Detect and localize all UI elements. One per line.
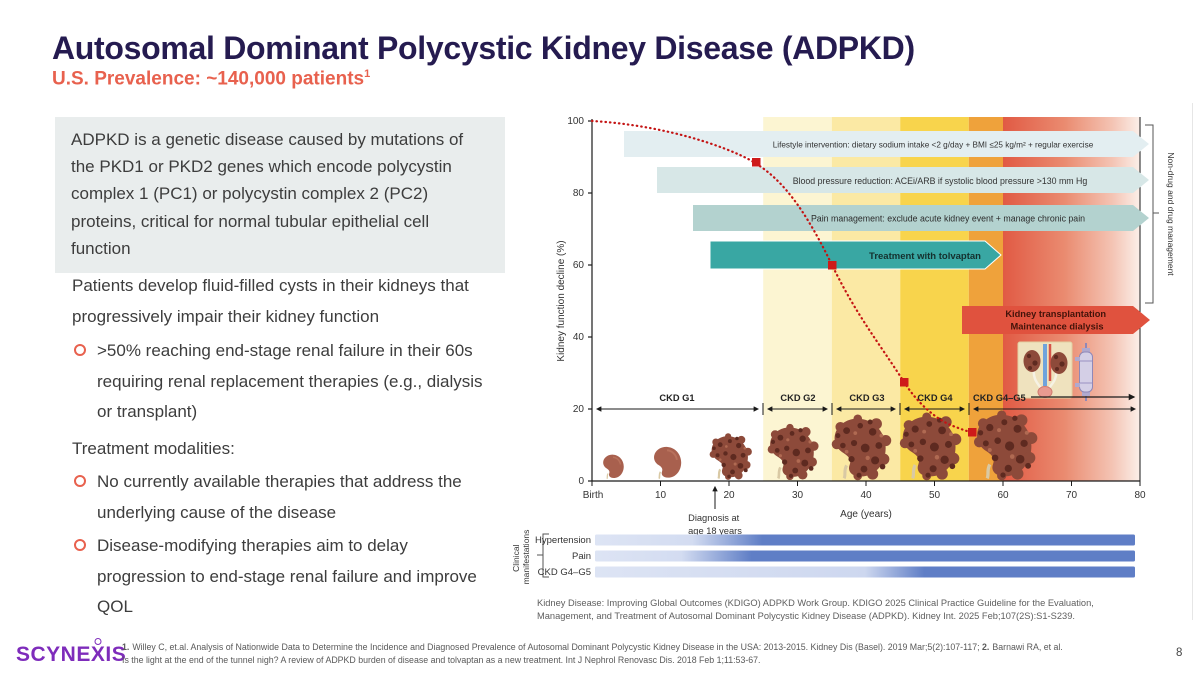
logo-ring-icon	[94, 638, 102, 645]
subtitle-text: U.S. Prevalence: ~140,000 patients	[52, 68, 365, 90]
arrow-lifestyle: Lifestyle intervention: dietary sodium i…	[624, 131, 1149, 157]
arrow-pain-management: Pain management: exclude acute kidney ev…	[693, 205, 1149, 231]
x-tick-50: 50	[929, 490, 941, 501]
svg-text:Kidney transplantation: Kidney transplantation Maintenance dialy…	[1005, 309, 1108, 332]
x-axis-label: Age (years)	[840, 509, 892, 520]
svg-text:Clinical manifestation: Clinical manifestations	[511, 530, 531, 585]
highlight-box: ADPKD is a genetic disease caused by mut…	[55, 117, 505, 273]
arrow-transplant-line2: Maintenance dialysis	[1010, 322, 1103, 332]
diagnosis-annotation: Diagnosis at age 18 years	[688, 485, 742, 536]
ckd-g4-g5-label: CKD G4–G5	[973, 393, 1026, 403]
reference-2-text: Barnawi RA, et al. Is the light at the e…	[122, 642, 1063, 665]
arrow-lifestyle-label: Lifestyle intervention: dietary sodium i…	[773, 141, 1094, 150]
x-tick-60: 60	[997, 490, 1009, 501]
logo-x-letter: X	[90, 643, 106, 666]
ckd-g2-label: CKD G2	[780, 393, 815, 403]
x-tick-10: 10	[655, 490, 667, 501]
arrow-transplant-line1: Kidney transplantation	[1005, 309, 1106, 319]
x-tick-70: 70	[1066, 490, 1078, 501]
y-tick-100: 100	[567, 116, 584, 127]
bullet-no-therapies-text: No currently available therapies that ad…	[97, 472, 462, 522]
logo-text-1: SCYNE	[16, 643, 91, 666]
kidney-decline-chart: 0 20 40 60 80 100 Kidney function declin…	[505, 105, 1177, 605]
anatomy-illustration	[1017, 341, 1073, 399]
ckd-stage-labels: CKD G1 CKD G2 CKD G3 CKD G4 CKD G4–G5	[659, 393, 1025, 403]
y-tick-80: 80	[573, 188, 585, 199]
subtitle-superscript: 1	[364, 68, 371, 80]
arrow-tolvaptan-label: Treatment with tolvaptan	[869, 251, 981, 262]
paragraph-treatment-modalities: Treatment modalities:	[72, 439, 235, 458]
decline-curve-markers	[752, 158, 977, 437]
clinical-manifestations: Clinical manifestations Hypertension Pai…	[511, 530, 1135, 585]
chart-citation: Kidney Disease: Improving Global Outcome…	[537, 598, 1094, 622]
chart-svg: 0 20 40 60 80 100 Kidney function declin…	[511, 116, 1176, 585]
ckd-g3-label: CKD G3	[849, 393, 884, 403]
reference-2-number: 2.	[982, 642, 990, 652]
x-tick-30: 30	[792, 490, 804, 501]
diagnosis-line1: Diagnosis at	[688, 513, 740, 523]
y-tick-labels: 0 20 40 60 80 100	[567, 116, 584, 487]
x-tick-40: 40	[860, 490, 872, 501]
manifestations-side-label-1: Clinical	[511, 544, 521, 572]
reference-1-text: Willey C, et.al. Analysis of Nationwide …	[132, 642, 980, 652]
logo-x-glyph: X	[90, 638, 106, 667]
svg-text:Diagnosis at age 18 ye: Diagnosis at age 18 years	[688, 513, 742, 536]
y-tick-60: 60	[573, 260, 585, 271]
y-axis	[588, 119, 593, 482]
footer-references: 1. Willey C, et.al. Analysis of Nationwid…	[122, 641, 1067, 667]
y-axis-label: Kidney function decline (%)	[556, 240, 567, 361]
arrow-blood-pressure: Blood pressure reduction: ACEi/ARB if sy…	[657, 167, 1149, 193]
kidney-decline-curve	[590, 119, 974, 434]
kidney-illustration-age3	[602, 453, 625, 480]
diagnosis-line2: age 18 years	[688, 526, 742, 536]
management-bracket	[1145, 124, 1159, 304]
scynexis-logo: SCYNEX IS	[16, 638, 127, 667]
manifestations-bracket	[537, 533, 549, 578]
reference-1-number: 1.	[122, 642, 130, 652]
arrow-tolvaptan: Treatment with tolvaptan	[709, 240, 1002, 270]
x-tick-birth: Birth	[583, 490, 604, 501]
bullet-circle-icon	[74, 475, 86, 487]
y-tick-0: 0	[578, 476, 584, 487]
arrow-transplant-dialysis: Kidney transplantation Maintenance dialy…	[962, 306, 1150, 334]
bullet-esrf-text: >50% reaching end-stage renal failure in…	[97, 341, 483, 422]
bar-pain	[595, 550, 1135, 562]
y-tick-20: 20	[573, 404, 585, 415]
bullet-disease-modifying: Disease-modifying therapies aim to delay…	[74, 531, 492, 623]
row-label-pain: Pain	[572, 551, 591, 562]
chart-image-edge	[1192, 103, 1193, 620]
subtitle-prevalence: U.S. Prevalence: ~140,000 patients1	[52, 68, 370, 90]
x-tick-80: 80	[1134, 490, 1146, 501]
dialysis-filter-icon	[1075, 343, 1093, 401]
page-title: Autosomal Dominant Polycystic Kidney Dis…	[52, 30, 915, 66]
row-label-hypertension: Hypertension	[535, 535, 591, 546]
logo-text-2: IS	[105, 643, 127, 666]
management-bracket-label: Non-drug and drug management	[1166, 152, 1176, 276]
kidney-illustration-age11	[653, 445, 683, 480]
bar-ckd-g4-g5	[595, 566, 1135, 578]
bullet-disease-modifying-text: Disease-modifying therapies aim to delay…	[97, 536, 477, 617]
ckd-g1-label: CKD G1	[659, 393, 694, 403]
arrow-pain-management-label: Pain management: exclude acute kidney ev…	[811, 214, 1085, 224]
ckd-g4-label: CKD G4	[917, 393, 953, 403]
ckd-stage-line	[591, 403, 1141, 415]
page-number: 8	[1176, 647, 1183, 659]
row-label-ckd-g4-g5: CKD G4–G5	[538, 567, 591, 578]
kidney-illustration-age20	[708, 432, 753, 481]
bullet-esrf: >50% reaching end-stage renal failure in…	[74, 336, 492, 428]
bullet-no-therapies: No currently available therapies that ad…	[74, 467, 492, 528]
x-tick-labels: Birth 10 20 30 40 50 60 70 80	[583, 490, 1146, 501]
x-ticks	[591, 481, 1141, 486]
bar-hypertension	[595, 534, 1135, 546]
bullet-circle-icon	[74, 539, 86, 551]
x-tick-20: 20	[723, 490, 735, 501]
manifestations-side-label-2: manifestations	[521, 530, 531, 585]
y-tick-40: 40	[573, 332, 585, 343]
paragraph-cysts: Patients develop fluid-filled cysts in t…	[72, 276, 469, 326]
bullet-circle-icon	[74, 344, 86, 356]
arrow-blood-pressure-label: Blood pressure reduction: ACEi/ARB if sy…	[793, 176, 1088, 186]
